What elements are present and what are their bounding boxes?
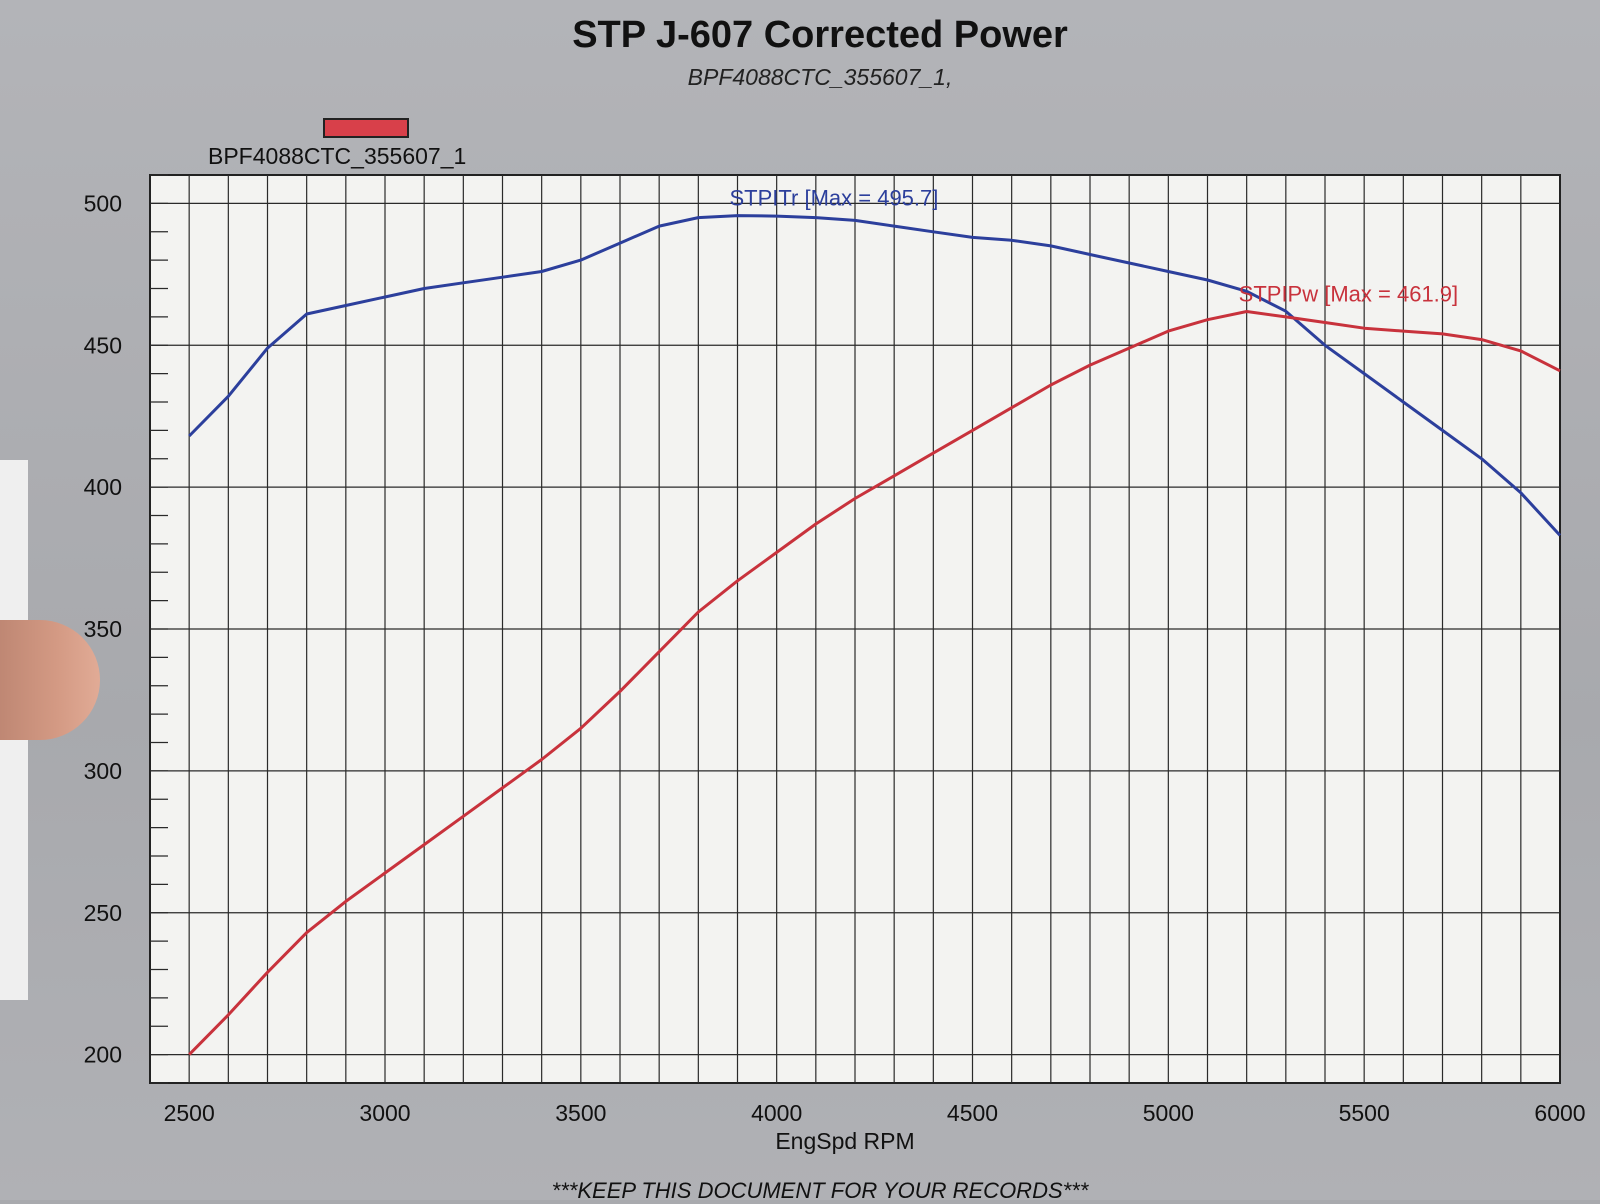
x-tick-label: 4000 xyxy=(751,1100,802,1126)
footer-note: ***KEEP THIS DOCUMENT FOR YOUR RECORDS**… xyxy=(551,1178,1089,1203)
y-tick-label: 300 xyxy=(84,758,122,784)
axis-layer: 200 250 300 350 400 450 500 2500 3000 3500 4000 450… xyxy=(84,174,1586,1154)
y-tick-label: 250 xyxy=(84,900,122,926)
y-tick-label: 200 xyxy=(84,1042,122,1068)
series-labels: STPITr [Max = 495.7] STPIPw [Max = 461.9] xyxy=(730,186,1459,307)
chart-subtitle: BPF4088CTC_355607_1, xyxy=(687,64,953,90)
x-tick-label: 2500 xyxy=(164,1100,215,1126)
series-layer xyxy=(188,214,1562,1056)
legend-label: BPF4088CTC_355607_1 xyxy=(208,143,467,169)
x-tick-label: 5000 xyxy=(1143,1100,1194,1126)
series-label-stpitr: STPITr [Max = 495.7] xyxy=(730,186,939,211)
x-axis-label: EngSpd RPM xyxy=(775,1128,914,1154)
y-tick-label: 400 xyxy=(84,474,122,500)
series-label-stpipw: STPIPw [Max = 461.9] xyxy=(1239,281,1458,306)
x-tick-label: 3000 xyxy=(359,1100,410,1126)
series-line-stpitr xyxy=(188,214,1562,537)
x-tick-label: 4500 xyxy=(947,1100,998,1126)
chart-title: STP J-607 Corrected Power xyxy=(572,14,1068,56)
series-line-stpipw xyxy=(188,310,1561,1056)
x-tick-label: 3500 xyxy=(555,1100,606,1126)
y-tick-label: 450 xyxy=(84,332,122,358)
y-tick-label: 350 xyxy=(84,616,122,642)
y-tick-label: 500 xyxy=(84,190,122,216)
holding-finger xyxy=(0,620,100,740)
grid xyxy=(150,175,1560,1083)
x-tick-label: 5500 xyxy=(1339,1100,1390,1126)
x-tick-label: 6000 xyxy=(1534,1100,1585,1126)
legend-swatch xyxy=(323,118,409,138)
